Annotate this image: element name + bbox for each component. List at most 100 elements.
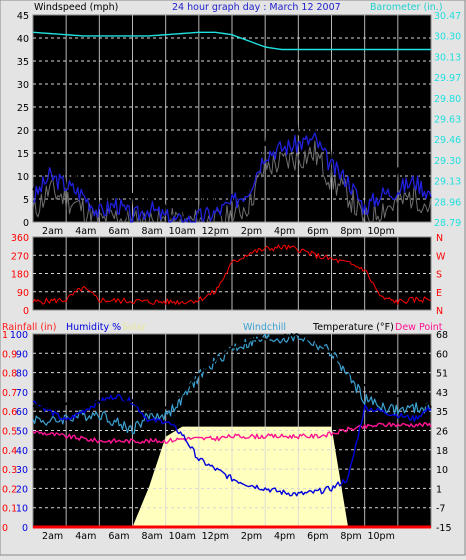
series-humidity xyxy=(32,394,432,497)
x-tick-label: 10am xyxy=(169,226,196,237)
y-tick-label: 80 xyxy=(16,369,28,380)
series-barometer xyxy=(32,31,431,51)
y-tick-label: 90 xyxy=(17,288,29,299)
y-tick-label: 26 xyxy=(436,427,448,438)
y-tick-label: 0.6 xyxy=(2,407,17,418)
x-tick-label: 10pm xyxy=(367,226,394,237)
x-tick-label: 2am xyxy=(42,531,63,542)
y-tick-label: 1 xyxy=(436,484,442,495)
y-tick-label: E xyxy=(436,288,442,299)
x-tick-label: 8am xyxy=(142,531,163,542)
x-tick-label: 2pm xyxy=(241,226,262,237)
y-tick-label: 20 xyxy=(17,126,29,137)
y-tick-label: 0.1 xyxy=(2,504,17,515)
y-tick-label: 28.79 xyxy=(434,218,461,229)
series-wind-direction xyxy=(32,244,432,305)
series-temperature xyxy=(32,333,432,414)
y-tick-label: 70 xyxy=(16,388,28,399)
y-tick-label: 360 xyxy=(11,233,29,244)
y-tick-label: 30.47 xyxy=(434,11,461,22)
panel3-solar-title: Solar xyxy=(122,322,146,333)
y-tick-label: 40 xyxy=(17,34,29,45)
y-tick-label: 0.5 xyxy=(2,427,17,438)
series-windchill xyxy=(32,333,432,434)
panel1-layer: 2am 4am 6am 8am 10am 12pm 2pm 4pm 6pm 8pm 10pm 45 40… xyxy=(17,11,461,237)
y-tick-label: 25 xyxy=(17,103,29,114)
y-tick-label: 0.9 xyxy=(2,349,17,360)
y-tick-label: 5 xyxy=(23,195,29,206)
x-tick-label: 6pm xyxy=(307,226,328,237)
y-tick-label: -15 xyxy=(436,523,452,534)
x-tick-label: 2am xyxy=(42,226,63,237)
y-tick-label: 35 xyxy=(436,407,448,418)
y-tick-label: 28.96 xyxy=(434,197,461,208)
y-tick-label: 10 xyxy=(17,172,29,183)
y-tick-label: 40 xyxy=(16,446,28,457)
panel3-humidity-title: Humidity % xyxy=(66,322,121,333)
x-tick-label: 8pm xyxy=(340,531,361,542)
x-tick-label: 10am xyxy=(169,531,196,542)
y-tick-label: 29.30 xyxy=(434,156,461,167)
y-tick-label: 0.7 xyxy=(2,388,17,399)
panel1-left-title: Windspeed (mph) xyxy=(34,2,118,13)
panel3-windchill-title: Windchill xyxy=(243,322,286,333)
x-tick-label: 6pm xyxy=(307,531,328,542)
x-tick-label: 4am xyxy=(75,226,96,237)
y-tick-label: 29.80 xyxy=(434,94,461,105)
series-wind-average xyxy=(32,132,432,223)
y-tick-label: 50 xyxy=(16,427,28,438)
y-tick-label: 30.30 xyxy=(434,32,461,43)
panel3-layer: 2am 4am 6am 8am 10am 12pm 2pm 4pm 6pm 8pm 10pm 1 0.9… xyxy=(2,330,452,542)
y-tick-label: 0 xyxy=(23,218,29,229)
y-tick-label: 68 xyxy=(436,330,448,341)
x-tick-label: 4pm xyxy=(274,226,295,237)
y-tick-label: 45 xyxy=(17,11,29,22)
x-tick-label: 2pm xyxy=(241,531,262,542)
y-tick-label: 18 xyxy=(436,446,448,457)
y-tick-label: 35 xyxy=(17,57,29,68)
y-tick-label: 15 xyxy=(17,149,29,160)
y-tick-label: 29.13 xyxy=(434,177,461,188)
x-tick-label: 6am xyxy=(108,226,129,237)
y-tick-label: 30 xyxy=(17,80,29,91)
panel1-right-title: Barometer (in.) xyxy=(370,2,443,13)
y-tick-label: 0.4 xyxy=(2,446,17,457)
y-tick-label: S xyxy=(436,270,442,281)
series-wind-shadow xyxy=(32,140,432,223)
x-tick-label: 10pm xyxy=(367,531,394,542)
panel3-dewpoint-title: Dew Point xyxy=(395,322,443,333)
y-tick-label: 0 xyxy=(23,306,29,317)
y-tick-label: 51 xyxy=(436,369,448,380)
x-tick-label: 6am xyxy=(108,531,129,542)
y-tick-label: 10 xyxy=(16,504,28,515)
y-tick-label: -7 xyxy=(436,504,445,515)
y-tick-label: W xyxy=(436,251,446,262)
y-tick-label: 29.63 xyxy=(434,115,461,126)
y-tick-label: 29.97 xyxy=(434,73,461,84)
y-tick-label: 20 xyxy=(16,484,28,495)
x-tick-label: 8pm xyxy=(340,226,361,237)
y-tick-label: 10 xyxy=(436,465,448,476)
y-tick-label: 180 xyxy=(11,270,29,281)
x-tick-label: 4am xyxy=(75,531,96,542)
y-tick-label: 0.3 xyxy=(2,465,17,476)
x-tick-label: 4pm xyxy=(274,531,295,542)
series-dewpoint xyxy=(32,421,432,444)
y-tick-label: 30.13 xyxy=(434,52,461,63)
panel3-rainfall-title: Rainfall (in) xyxy=(2,322,56,333)
y-tick-label: 43 xyxy=(436,388,448,399)
y-tick-label: 90 xyxy=(16,349,28,360)
y-tick-label: 100 xyxy=(10,330,28,341)
y-tick-label: 1 xyxy=(2,330,8,341)
y-tick-label: 270 xyxy=(11,251,29,262)
y-tick-label: 0 xyxy=(22,523,28,534)
x-tick-label: 12pm xyxy=(202,531,229,542)
x-tick-label: 8am xyxy=(142,226,163,237)
y-tick-label: 0.8 xyxy=(2,369,17,380)
y-tick-label: 0 xyxy=(2,523,8,534)
y-tick-label: 0.2 xyxy=(2,484,17,495)
